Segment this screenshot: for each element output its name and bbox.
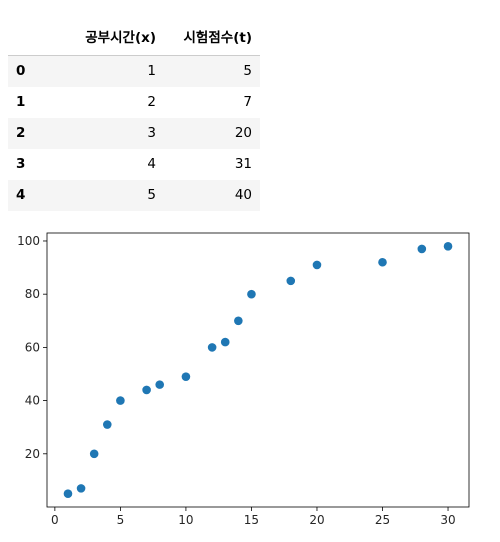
scatter-plot: 0 5 10 15 20 25 30 20 40 60 80 100 <box>0 222 500 542</box>
cell-test-score: 5 <box>164 56 260 88</box>
column-header-test-score: 시험점수(t) <box>164 22 260 56</box>
table-row: 4 5 40 <box>8 180 260 211</box>
data-point <box>77 484 86 493</box>
index-header <box>8 22 58 56</box>
x-tick-label: 5 <box>117 513 125 527</box>
cell-study-hours: 5 <box>58 180 164 211</box>
data-point <box>90 449 99 458</box>
data-point <box>208 343 217 352</box>
row-index: 0 <box>8 56 58 88</box>
cell-study-hours: 1 <box>58 56 164 88</box>
plot-frame <box>47 233 469 507</box>
data-point <box>286 277 295 286</box>
row-index: 4 <box>8 180 58 211</box>
table-row: 3 4 31 <box>8 149 260 180</box>
row-index: 3 <box>8 149 58 180</box>
y-tick-label: 60 <box>25 340 40 354</box>
cell-study-hours: 4 <box>58 149 164 180</box>
data-point <box>221 338 230 347</box>
table-header-row: 공부시간(x) 시험점수(t) <box>8 22 260 56</box>
cell-test-score: 7 <box>164 87 260 118</box>
cell-study-hours: 2 <box>58 87 164 118</box>
data-point <box>418 245 427 254</box>
cell-test-score: 20 <box>164 118 260 149</box>
table-row: 1 2 7 <box>8 87 260 118</box>
x-tick-label: 20 <box>309 513 324 527</box>
cell-study-hours: 3 <box>58 118 164 149</box>
column-header-study-hours: 공부시간(x) <box>58 22 164 56</box>
data-point <box>378 258 387 267</box>
dataframe-table: 공부시간(x) 시험점수(t) 0 1 5 1 2 7 2 3 20 3 4 3… <box>8 22 260 211</box>
data-point <box>234 316 243 325</box>
y-tick-label: 100 <box>17 234 40 248</box>
data-point <box>182 372 191 381</box>
row-index: 2 <box>8 118 58 149</box>
x-tick-label: 15 <box>244 513 259 527</box>
row-index: 1 <box>8 87 58 118</box>
data-point <box>313 261 322 270</box>
data-point <box>64 489 73 498</box>
y-tick-label: 80 <box>25 287 40 301</box>
data-point <box>116 396 125 405</box>
table-row: 0 1 5 <box>8 56 260 88</box>
data-point <box>142 386 151 395</box>
data-point <box>444 242 453 251</box>
x-tick-label: 0 <box>51 513 59 527</box>
cell-test-score: 31 <box>164 149 260 180</box>
data-point <box>103 420 112 429</box>
cell-test-score: 40 <box>164 180 260 211</box>
y-tick-label: 40 <box>25 394 40 408</box>
data-point <box>155 380 164 389</box>
y-tick-label: 20 <box>25 447 40 461</box>
x-tick-label: 30 <box>440 513 455 527</box>
x-tick-label: 25 <box>375 513 390 527</box>
data-point <box>247 290 256 299</box>
table-row: 2 3 20 <box>8 118 260 149</box>
x-tick-label: 10 <box>178 513 193 527</box>
